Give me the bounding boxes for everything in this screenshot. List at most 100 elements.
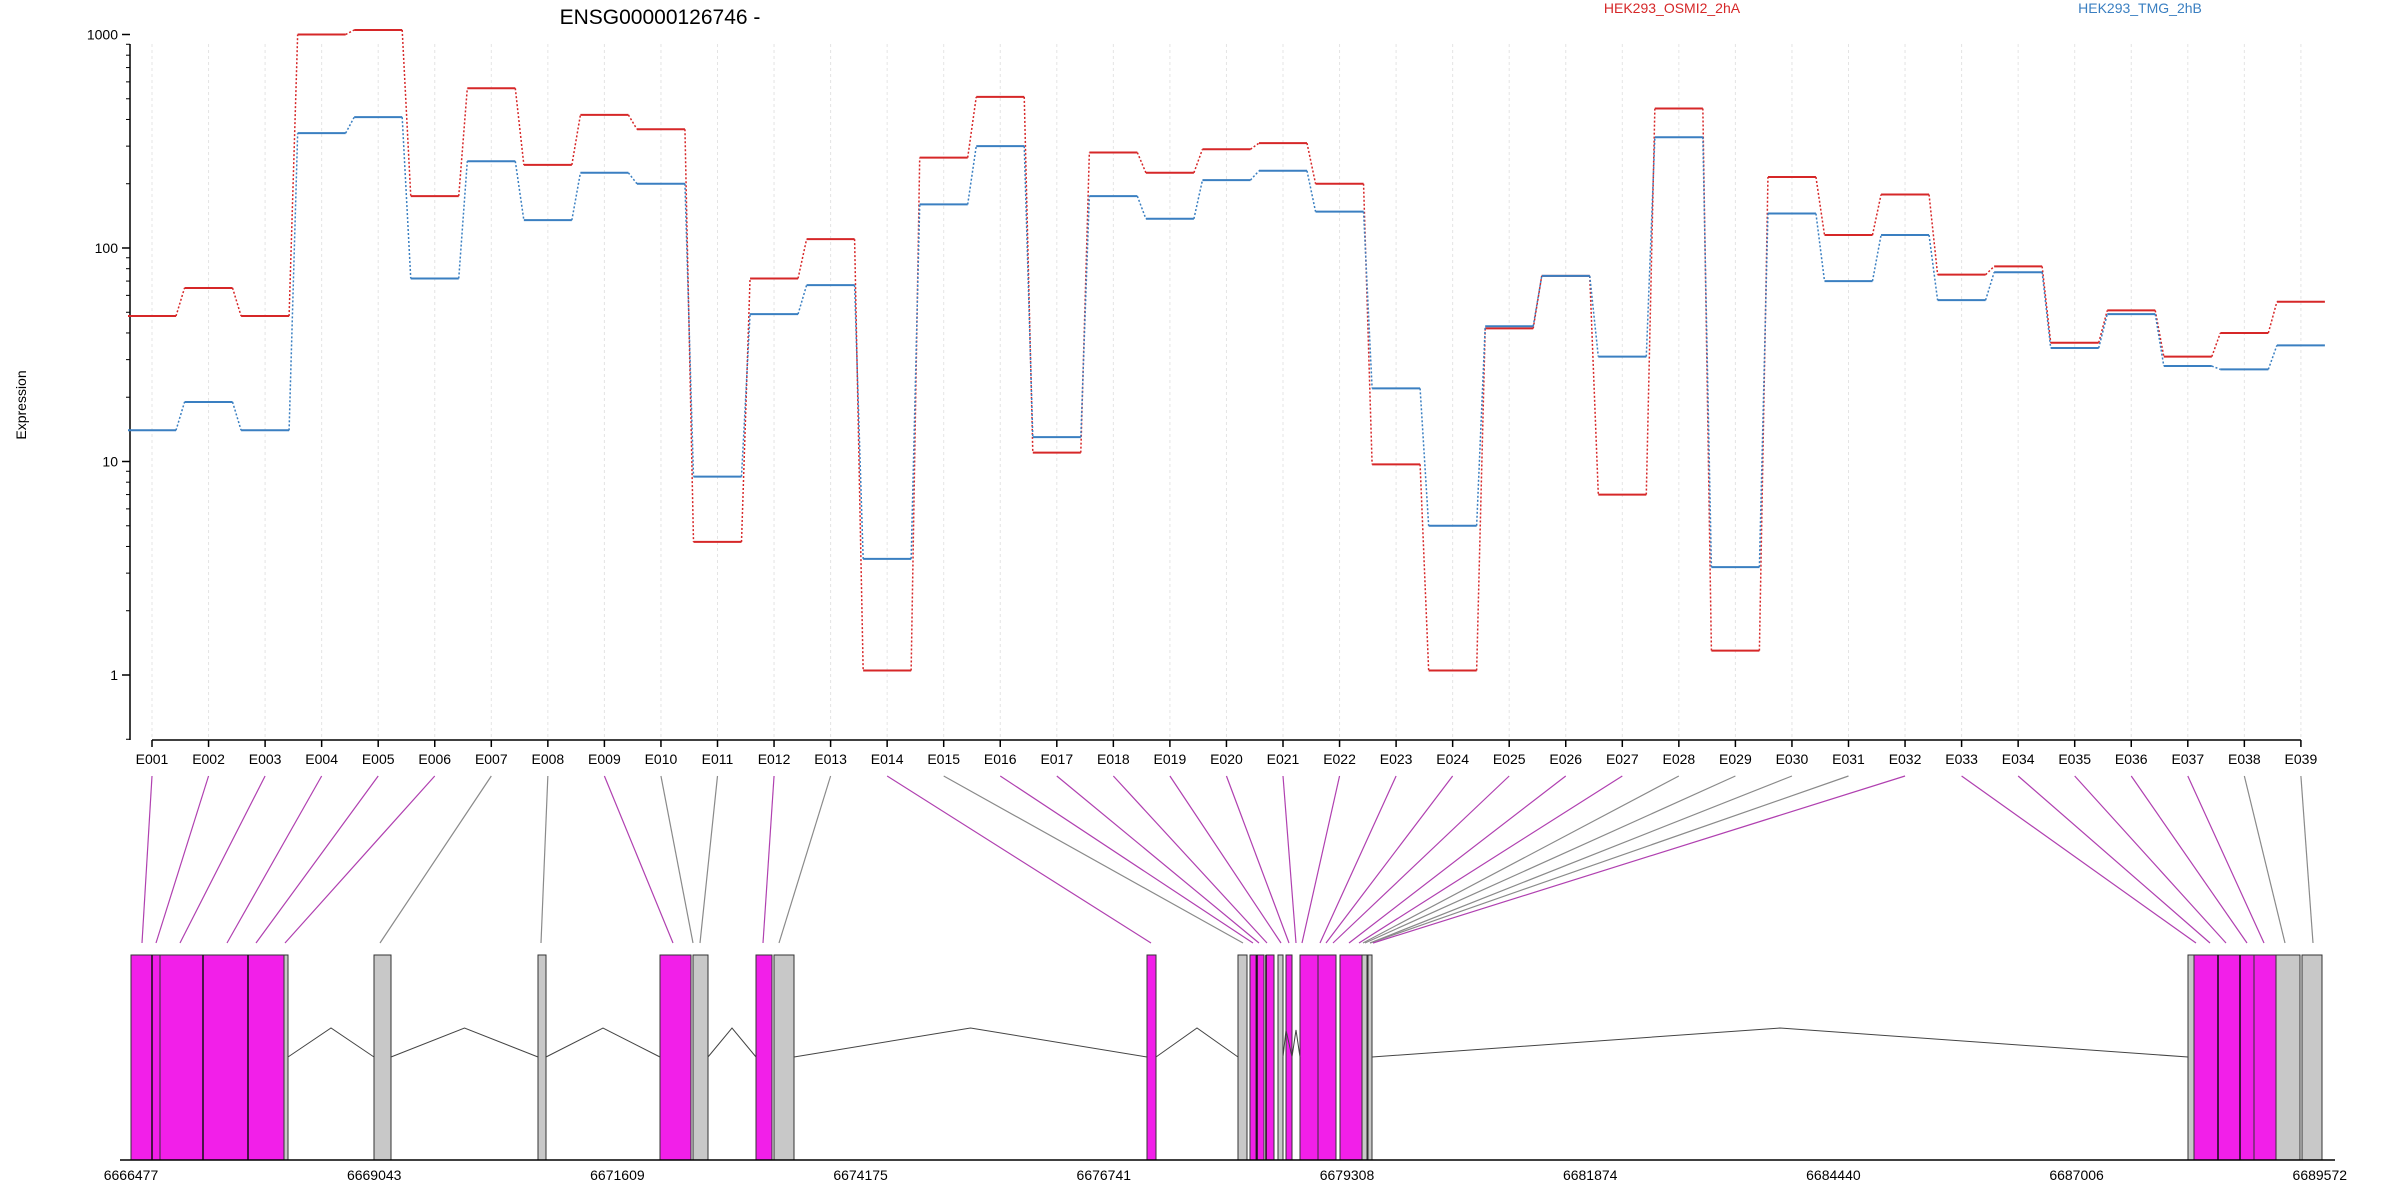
- exon-connector: [2300, 775, 2314, 944]
- intron-line: [793, 1027, 1148, 1058]
- series-HEK293_OSMI2_2hA: [128, 28, 2325, 672]
- series-connector: [1815, 176, 1826, 236]
- genomic-tick-label: 6676741: [1077, 1167, 1132, 1183]
- exon-block: [202, 954, 249, 1161]
- genomic-tick-label: 6666477: [104, 1167, 159, 1183]
- exon-connector: [1169, 775, 1282, 944]
- exon-connector: [2187, 775, 2265, 944]
- exon-connector: [1369, 775, 1793, 944]
- series-connector: [1362, 211, 1373, 389]
- series-connector: [1985, 265, 1995, 276]
- exon-label: E024: [1436, 751, 1469, 767]
- exon-block: [2253, 954, 2277, 1161]
- series-connector: [571, 172, 582, 221]
- series-connector: [175, 401, 186, 431]
- exon-connector: [1301, 775, 1341, 944]
- series-connector: [1306, 170, 1317, 212]
- exon-label: E037: [2171, 751, 2204, 767]
- exon-connector: [1362, 775, 1680, 944]
- series-connector: [797, 239, 808, 279]
- exon-connector: [778, 775, 832, 944]
- exon-label: E002: [192, 751, 225, 767]
- exon-connector: [155, 775, 210, 944]
- exon-block: [373, 954, 392, 1161]
- series-connector: [2097, 313, 2108, 349]
- series-connector: [288, 133, 299, 431]
- series-connector: [514, 161, 525, 221]
- vertical-gridlines: [151, 44, 2302, 738]
- series-connector: [1193, 149, 1204, 174]
- plot-axes: 1 10 100 1000: [87, 27, 2302, 747]
- exon-label: E007: [475, 751, 508, 767]
- exon-label: E036: [2115, 751, 2148, 767]
- exon-label: E032: [1889, 751, 1922, 767]
- genomic-tick-label: 6679308: [1320, 1167, 1375, 1183]
- series-connector: [1928, 194, 1939, 275]
- exon-connector: [255, 775, 379, 944]
- exon-label: E010: [645, 751, 678, 767]
- series-connector: [1419, 464, 1430, 671]
- series-connector: [1080, 196, 1091, 438]
- series-connector: [1589, 275, 1600, 357]
- series-connector: [1928, 234, 1939, 301]
- series-connector: [401, 117, 412, 279]
- series-connector: [288, 34, 299, 317]
- genomic-axis: 6666477 6669043 6671609 6674175 6676741 66793…: [104, 1159, 2347, 1183]
- exon-block: [2239, 954, 2255, 1161]
- exon-label: E031: [1832, 751, 1865, 767]
- exon-label: E039: [2285, 751, 2318, 767]
- exon-connector: [2074, 775, 2227, 944]
- series-connector: [1475, 328, 1486, 671]
- exon-connector: [141, 775, 153, 944]
- exon-label: E018: [1097, 751, 1130, 767]
- exon-label: E025: [1493, 751, 1526, 767]
- exon-connector: [1372, 775, 1906, 944]
- genomic-tick-label: 6681874: [1563, 1167, 1618, 1183]
- exon-connector: [1282, 775, 1297, 944]
- series-connector: [2154, 310, 2165, 357]
- genomic-tick-label: 6674175: [833, 1167, 888, 1183]
- exon-connector: [2243, 775, 2286, 944]
- exon-connector: [660, 775, 694, 944]
- series-connector: [458, 161, 469, 279]
- series-connector: [2097, 310, 2108, 343]
- series-connector: [853, 285, 864, 559]
- exon-connector: [1319, 775, 1397, 944]
- y-axis-label: Expression: [13, 370, 29, 439]
- exon-connector: [540, 775, 549, 944]
- series-connector: [684, 183, 695, 477]
- series-connector: [740, 314, 751, 477]
- exon-block: [1256, 954, 1265, 1161]
- exon-label: E033: [1945, 751, 1978, 767]
- series-connector: [1306, 142, 1317, 184]
- exon-label: E005: [362, 751, 395, 767]
- exon-connector: [1332, 775, 1510, 944]
- exon-label: E006: [418, 751, 451, 767]
- exon-block: [2217, 954, 2241, 1161]
- series-connector: [231, 287, 242, 317]
- series-connector: [1589, 275, 1600, 495]
- expression-series: [128, 28, 2325, 672]
- series-connector: [2211, 365, 2221, 371]
- series-connector: [1532, 275, 1543, 327]
- y-tick-label: 1000: [87, 27, 118, 43]
- series-connector: [458, 88, 469, 197]
- exon-block: [2193, 954, 2219, 1161]
- exon-block: [2187, 954, 2195, 1161]
- series-connector: [1193, 179, 1204, 219]
- exon-block: [2301, 954, 2323, 1161]
- exon-label: E019: [1154, 751, 1187, 767]
- exon-label: E035: [2058, 751, 2091, 767]
- exon-block: [1361, 954, 1368, 1161]
- exon-connector: [2017, 775, 2211, 944]
- exon-block: [1277, 954, 1284, 1161]
- exon-label: E013: [814, 751, 847, 767]
- exon-blocks: [130, 954, 2323, 1161]
- exon-connector: [1348, 775, 1567, 944]
- exon-block: [755, 954, 773, 1161]
- exon-label: E026: [1549, 751, 1582, 767]
- exon-block: [1249, 954, 1257, 1161]
- series-connector: [627, 114, 638, 130]
- series-connector: [1645, 108, 1656, 495]
- series-connector: [1532, 275, 1543, 329]
